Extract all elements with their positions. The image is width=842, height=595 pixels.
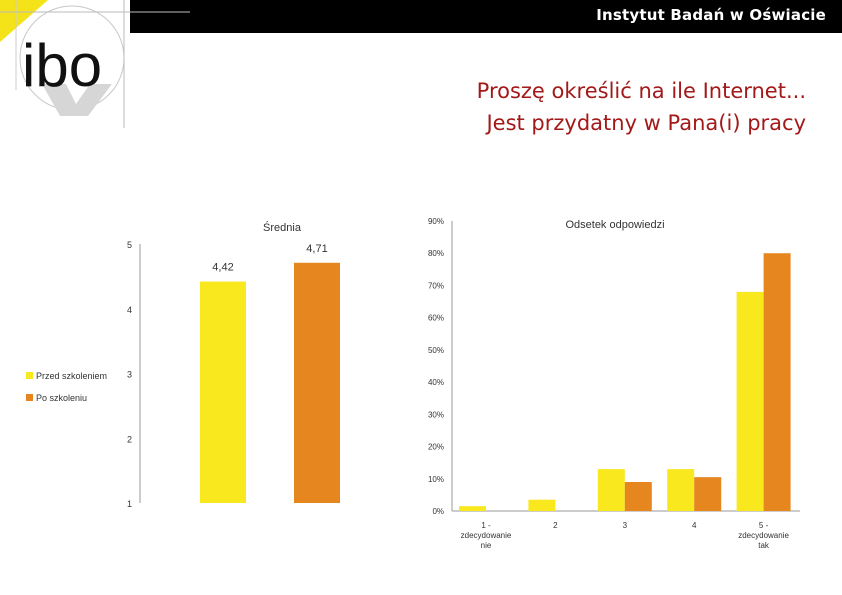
chart1-data-label: 4,42 bbox=[212, 262, 233, 274]
chart1-bar-after bbox=[294, 262, 340, 503]
chart2-y-tick-label: 10% bbox=[428, 475, 444, 484]
chart2-y-tick-label: 50% bbox=[428, 346, 444, 355]
chart2-y-tick-label: 20% bbox=[428, 443, 444, 452]
chart1-y-tick-label: 1 bbox=[127, 499, 132, 509]
chart1-y-tick-label: 3 bbox=[127, 370, 132, 380]
chart2-y-tick-label: 70% bbox=[428, 281, 444, 290]
chart2-x-tick-label: 4 bbox=[692, 521, 697, 530]
chart1-legend: Przed szkoleniem Po szkoleniu bbox=[26, 371, 107, 403]
title-line-2: Jest przydatny w Pana(i) pracy bbox=[486, 111, 806, 135]
legend-swatch bbox=[26, 394, 33, 401]
organization-name: Instytut Badań w Oświacie bbox=[596, 6, 826, 24]
logo-text: ibo bbox=[22, 32, 102, 99]
response-share-chart: Odsetek odpowiedzi 0% 10% 20% 30% 40% 50% 60% 7… bbox=[428, 217, 800, 550]
chart2-x-tick-label: 3 bbox=[623, 521, 628, 530]
chart2-x-tick-label: 2 bbox=[553, 521, 558, 530]
header-bar: Instytut Badań w Oświacie bbox=[130, 0, 842, 33]
chart2-y-tick-label: 60% bbox=[428, 314, 444, 323]
chart2-y-tick-label: 0% bbox=[432, 507, 444, 516]
chart1-bar-before bbox=[200, 281, 246, 503]
chart1-title: Średnia bbox=[263, 221, 302, 234]
slide-title: Proszę określić na ile Internet... Jest … bbox=[346, 75, 806, 139]
chart2-title: Odsetek odpowiedzi bbox=[565, 219, 664, 231]
chart2-bar-before bbox=[597, 469, 625, 511]
chart2-bar-before bbox=[459, 506, 486, 511]
chart2-bar-before bbox=[528, 499, 556, 511]
legend-swatch bbox=[26, 372, 33, 379]
chart2-bar-after bbox=[624, 482, 652, 511]
logo-w-mark bbox=[42, 84, 112, 116]
title-line-1: Proszę określić na ile Internet... bbox=[476, 79, 806, 103]
chart2-bar-before bbox=[736, 291, 764, 511]
chart1-y-tick-label: 5 bbox=[127, 240, 132, 250]
ibo-logo: ibo bbox=[0, 0, 190, 128]
logo-yellow-triangle bbox=[0, 0, 48, 42]
chart2-bar-after bbox=[694, 477, 722, 511]
chart2-y-tick-label: 40% bbox=[428, 378, 444, 387]
chart2-y-tick-label: 90% bbox=[428, 217, 444, 226]
chart2-bar-after bbox=[763, 253, 791, 511]
legend-label: Przed szkoleniem bbox=[36, 371, 107, 381]
chart2-y-tick-label: 80% bbox=[428, 249, 444, 258]
chart2-x-tick-label: 1 -zdecydowanie nie bbox=[461, 521, 512, 550]
chart2-bar-before bbox=[667, 469, 695, 511]
chart2-x-tick-label: 5 -zdecydowanie tak bbox=[738, 521, 789, 550]
chart1-data-label: 4,71 bbox=[306, 243, 327, 255]
legend-label: Po szkoleniu bbox=[36, 393, 87, 403]
chart2-y-tick-label: 30% bbox=[428, 410, 444, 419]
chart1-y-tick-label: 2 bbox=[127, 434, 132, 444]
chart1-y-tick-label: 4 bbox=[127, 305, 132, 315]
